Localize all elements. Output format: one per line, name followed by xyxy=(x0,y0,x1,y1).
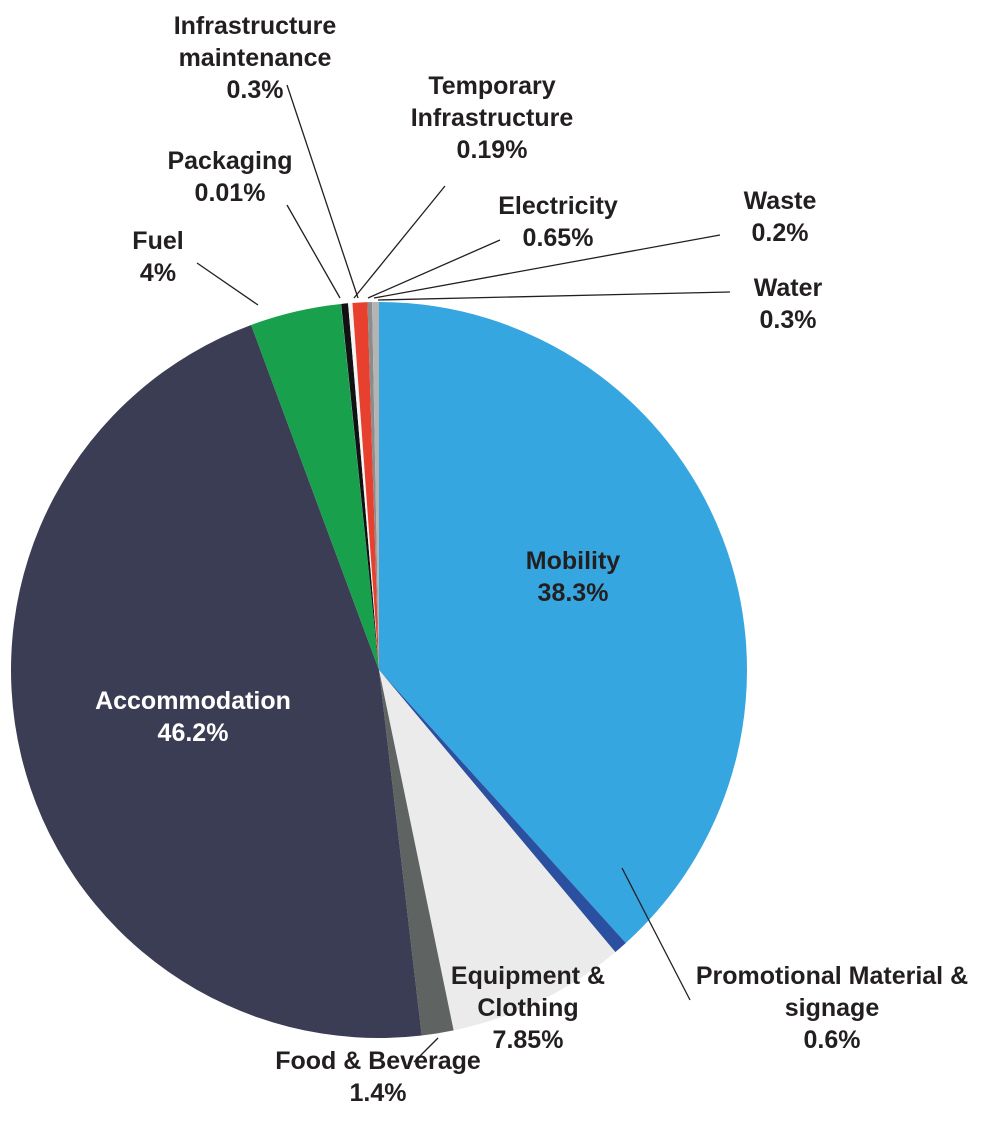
category-name: Mobility xyxy=(525,547,621,575)
value-label: 38.3% xyxy=(537,579,609,607)
slice-label: Mobility 38.3% xyxy=(443,545,703,609)
pie-slice xyxy=(10,324,422,1039)
slice-label: Infrastructure maintenance 0.3% xyxy=(135,10,375,106)
slice-label: Temporary Infrastructure 0.19% xyxy=(387,70,597,166)
value-label: 0.01% xyxy=(194,179,266,207)
leader-line xyxy=(413,1037,439,1063)
leader-line xyxy=(367,239,501,299)
category-name: Waste xyxy=(743,187,817,215)
pie-slice xyxy=(340,303,379,670)
pie-slice xyxy=(341,303,379,670)
slice-label: Fuel 4% xyxy=(108,225,208,289)
category-name: Promotional Material & signage xyxy=(695,962,969,1022)
pie-slice xyxy=(379,302,748,943)
pie-slice xyxy=(379,670,626,953)
category-name: Temporary Infrastructure xyxy=(410,72,574,132)
leader-line xyxy=(286,84,359,299)
slice-label: Waste 0.2% xyxy=(730,185,830,249)
pie-slice xyxy=(348,302,379,670)
value-label: 0.3% xyxy=(226,76,284,104)
value-label: 1.4% xyxy=(349,1079,407,1107)
value-label: 4% xyxy=(139,259,177,287)
leader-line xyxy=(621,867,691,1001)
category-name: Water xyxy=(753,274,823,302)
leader-line xyxy=(353,185,446,299)
value-label: 7.85% xyxy=(492,1026,564,1054)
pie-slice xyxy=(352,302,379,670)
value-label: 0.6% xyxy=(803,1026,861,1054)
pie-slice xyxy=(379,670,616,1031)
pie-slice xyxy=(372,302,379,670)
category-name: Accommodation xyxy=(95,687,291,715)
category-name: Infrastructure maintenance xyxy=(173,12,337,72)
leader-line xyxy=(373,234,721,299)
pie-slice xyxy=(379,670,454,1036)
value-label: 0.2% xyxy=(751,219,809,247)
category-name: Equipment & Clothing xyxy=(450,962,606,1022)
slice-label: Packaging 0.01% xyxy=(155,145,305,209)
slice-label: Equipment & Clothing 7.85% xyxy=(443,960,613,1056)
value-label: 0.3% xyxy=(759,306,817,334)
category-name: Food & Beverage xyxy=(275,1047,481,1075)
slice-label: Accommodation 46.2% xyxy=(63,685,323,749)
slice-label: Electricity 0.65% xyxy=(478,190,638,254)
value-label: 46.2% xyxy=(157,719,229,747)
category-name: Fuel xyxy=(132,227,184,255)
slice-label: Food & Beverage 1.4% xyxy=(248,1045,508,1109)
slice-label: Promotional Material & signage 0.6% xyxy=(677,960,987,1056)
pie-slice xyxy=(251,303,379,670)
leader-line xyxy=(377,291,731,301)
category-name: Electricity xyxy=(498,192,618,220)
pie-slice xyxy=(367,302,379,670)
leader-line xyxy=(286,204,341,299)
slice-label: Water 0.3% xyxy=(738,272,838,336)
category-name: Packaging xyxy=(167,147,293,175)
value-label: 0.19% xyxy=(456,136,528,164)
value-label: 0.65% xyxy=(522,224,594,252)
leader-line xyxy=(196,262,259,306)
